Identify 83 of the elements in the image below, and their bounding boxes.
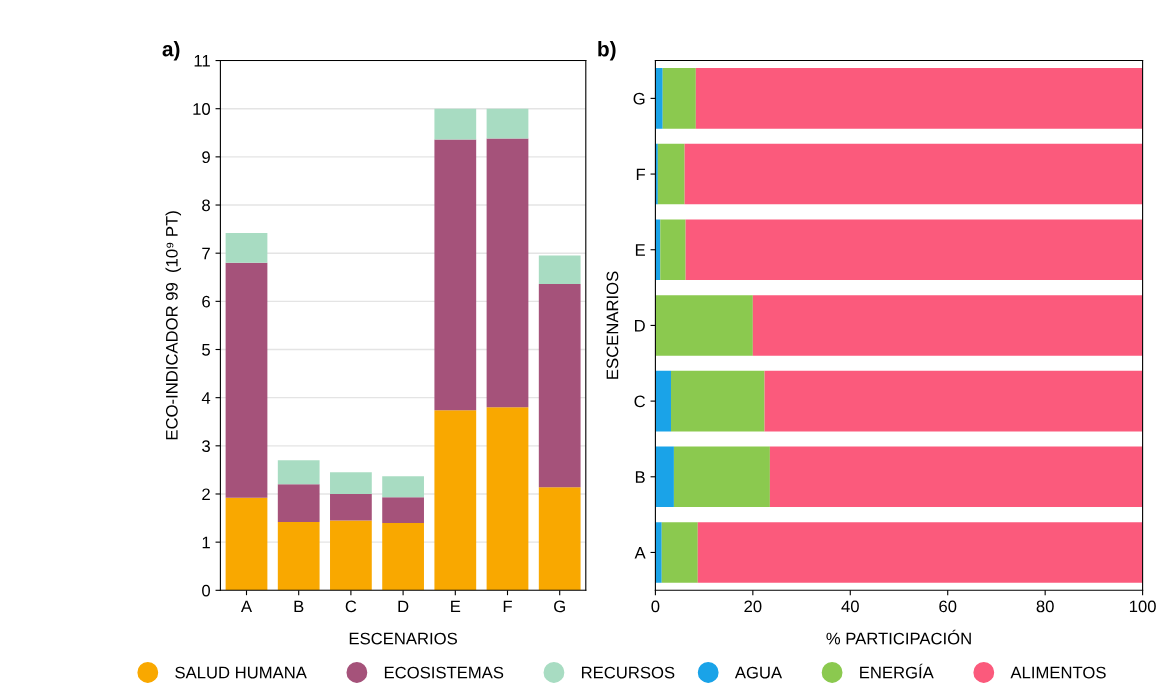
bar xyxy=(330,520,372,591)
y-tick-label: 1 xyxy=(202,536,210,549)
y-tick-label: B xyxy=(635,471,645,483)
x-tick-label: 80 xyxy=(1036,600,1054,613)
bar xyxy=(764,370,1143,432)
bar xyxy=(277,460,320,485)
y-tick-label: 8 xyxy=(202,199,210,212)
bar xyxy=(486,108,529,139)
y-axis-title: ESCENARIOS xyxy=(606,271,619,379)
bar xyxy=(655,522,662,583)
x-tick-label: 100 xyxy=(1129,600,1156,613)
bar xyxy=(655,68,663,129)
y-tick-label: A xyxy=(634,547,646,559)
bar xyxy=(225,497,268,591)
x-axis-title: ESCENARIOS xyxy=(349,632,457,645)
y-tick-label: 2 xyxy=(202,488,210,501)
bar xyxy=(434,108,477,140)
y-tick-label: C xyxy=(634,395,646,408)
bar xyxy=(684,143,1143,205)
bar xyxy=(486,407,529,591)
legend-label: ALIMENTOS xyxy=(1010,666,1106,679)
bar xyxy=(660,219,686,281)
x-tick-label: 40 xyxy=(841,600,859,613)
bar xyxy=(695,68,1143,129)
y-tick-label: 10 xyxy=(193,103,211,115)
bar xyxy=(657,143,685,205)
bar xyxy=(661,522,698,583)
y-tick-label: 0 xyxy=(202,584,211,597)
bar xyxy=(670,370,765,432)
y-tick-label: G xyxy=(633,92,645,105)
y-tick-label: 11 xyxy=(194,55,210,67)
legend-label: SALUD HUMANA xyxy=(175,666,307,679)
y-tick-label: 4 xyxy=(201,392,211,404)
x-tick-label: E xyxy=(451,600,461,613)
y-tick-label: 5 xyxy=(202,344,210,356)
y-axis-title: ECO-INDICADOR 99 (10⁹ PT) xyxy=(165,211,182,440)
x-tick-label: 60 xyxy=(939,600,957,613)
legend-label: AGUA xyxy=(734,666,783,679)
y-tick-label: 3 xyxy=(202,440,210,453)
y-tick-label: F xyxy=(636,168,646,181)
x-tick-label: G xyxy=(554,600,565,613)
bar xyxy=(673,446,770,508)
bar xyxy=(382,497,424,523)
bar xyxy=(655,295,753,356)
bar xyxy=(662,68,696,129)
chart-title: a) xyxy=(162,41,180,61)
bar xyxy=(769,446,1143,508)
bar xyxy=(685,219,1143,281)
legend-label: ECOSISTEMAS xyxy=(384,666,504,679)
x-axis-title: % PARTICIPACIÓN xyxy=(826,629,971,645)
bar xyxy=(538,487,581,591)
y-tick-label: 6 xyxy=(202,295,210,308)
legend-label: ENERGÍA xyxy=(860,663,934,679)
bar xyxy=(486,138,529,408)
x-tick-label: C xyxy=(345,600,357,613)
chart-title: b) xyxy=(598,41,616,61)
x-tick-label: F xyxy=(503,600,512,613)
bar xyxy=(277,484,320,522)
x-tick-label: D xyxy=(398,600,409,613)
bar xyxy=(697,522,1143,583)
bar xyxy=(538,255,581,285)
y-tick-label: 7 xyxy=(202,247,210,260)
x-tick-label: B xyxy=(294,600,304,613)
x-tick-label: A xyxy=(240,600,253,613)
legend-label: RECURSOS xyxy=(581,666,675,679)
bar xyxy=(277,521,320,591)
bar xyxy=(655,446,674,508)
bar xyxy=(225,232,268,263)
y-tick-label: D xyxy=(635,320,645,332)
bar xyxy=(225,262,268,498)
x-tick-label: 0 xyxy=(651,600,660,613)
bar xyxy=(538,284,581,488)
y-tick-label: 9 xyxy=(202,151,210,164)
x-tick-label: 20 xyxy=(744,600,762,613)
bar xyxy=(752,295,1143,356)
bar xyxy=(655,370,671,432)
y-tick-label: E xyxy=(635,244,645,256)
bar xyxy=(382,522,424,591)
bar xyxy=(330,472,372,494)
bar xyxy=(434,410,477,591)
bar xyxy=(330,493,372,521)
bar xyxy=(382,476,424,498)
bar xyxy=(434,139,477,411)
